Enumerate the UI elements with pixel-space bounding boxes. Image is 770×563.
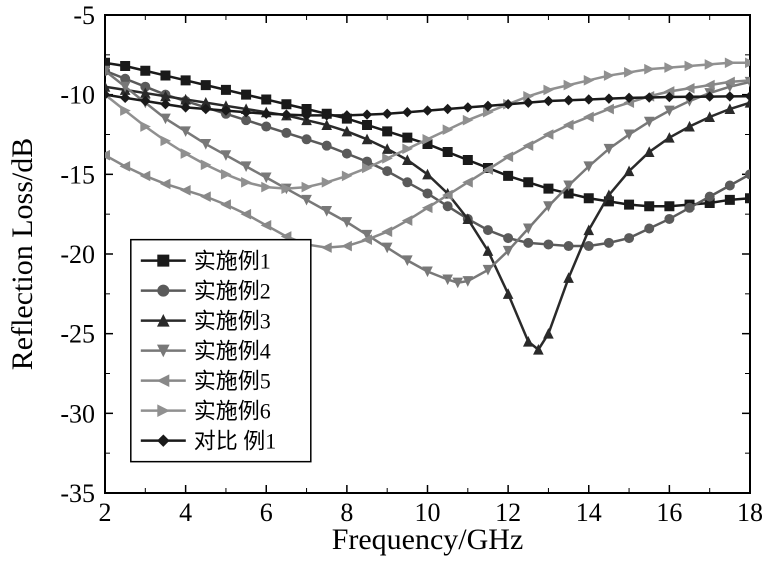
reflection-loss-chart: 24681012141618-35-30-25-20-15-10-5Freque… bbox=[0, 0, 770, 563]
svg-text:18: 18 bbox=[737, 498, 763, 527]
svg-text:-15: -15 bbox=[60, 160, 95, 189]
chart-container: 24681012141618-35-30-25-20-15-10-5Freque… bbox=[0, 0, 770, 563]
svg-text:实施例2: 实施例2 bbox=[194, 278, 271, 303]
svg-text:实施例1: 实施例1 bbox=[194, 248, 271, 273]
svg-text:-10: -10 bbox=[60, 81, 95, 110]
svg-text:14: 14 bbox=[576, 498, 602, 527]
svg-text:对比 例1: 对比 例1 bbox=[194, 428, 277, 453]
svg-text:-20: -20 bbox=[60, 240, 95, 269]
svg-text:实施例3: 实施例3 bbox=[194, 308, 271, 333]
svg-text:2: 2 bbox=[99, 498, 112, 527]
svg-text:实施例4: 实施例4 bbox=[194, 338, 271, 363]
svg-text:-30: -30 bbox=[60, 399, 95, 428]
svg-text:6: 6 bbox=[260, 498, 273, 527]
svg-text:实施例6: 实施例6 bbox=[194, 398, 271, 423]
svg-text:16: 16 bbox=[656, 498, 682, 527]
svg-text:Reflection Loss/dB: Reflection Loss/dB bbox=[6, 138, 39, 370]
svg-text:-25: -25 bbox=[60, 320, 95, 349]
svg-text:-5: -5 bbox=[73, 1, 95, 30]
svg-text:4: 4 bbox=[179, 498, 192, 527]
svg-text:实施例5: 实施例5 bbox=[194, 368, 271, 393]
svg-text:-35: -35 bbox=[60, 479, 95, 508]
svg-text:Frequency/GHz: Frequency/GHz bbox=[332, 523, 524, 556]
